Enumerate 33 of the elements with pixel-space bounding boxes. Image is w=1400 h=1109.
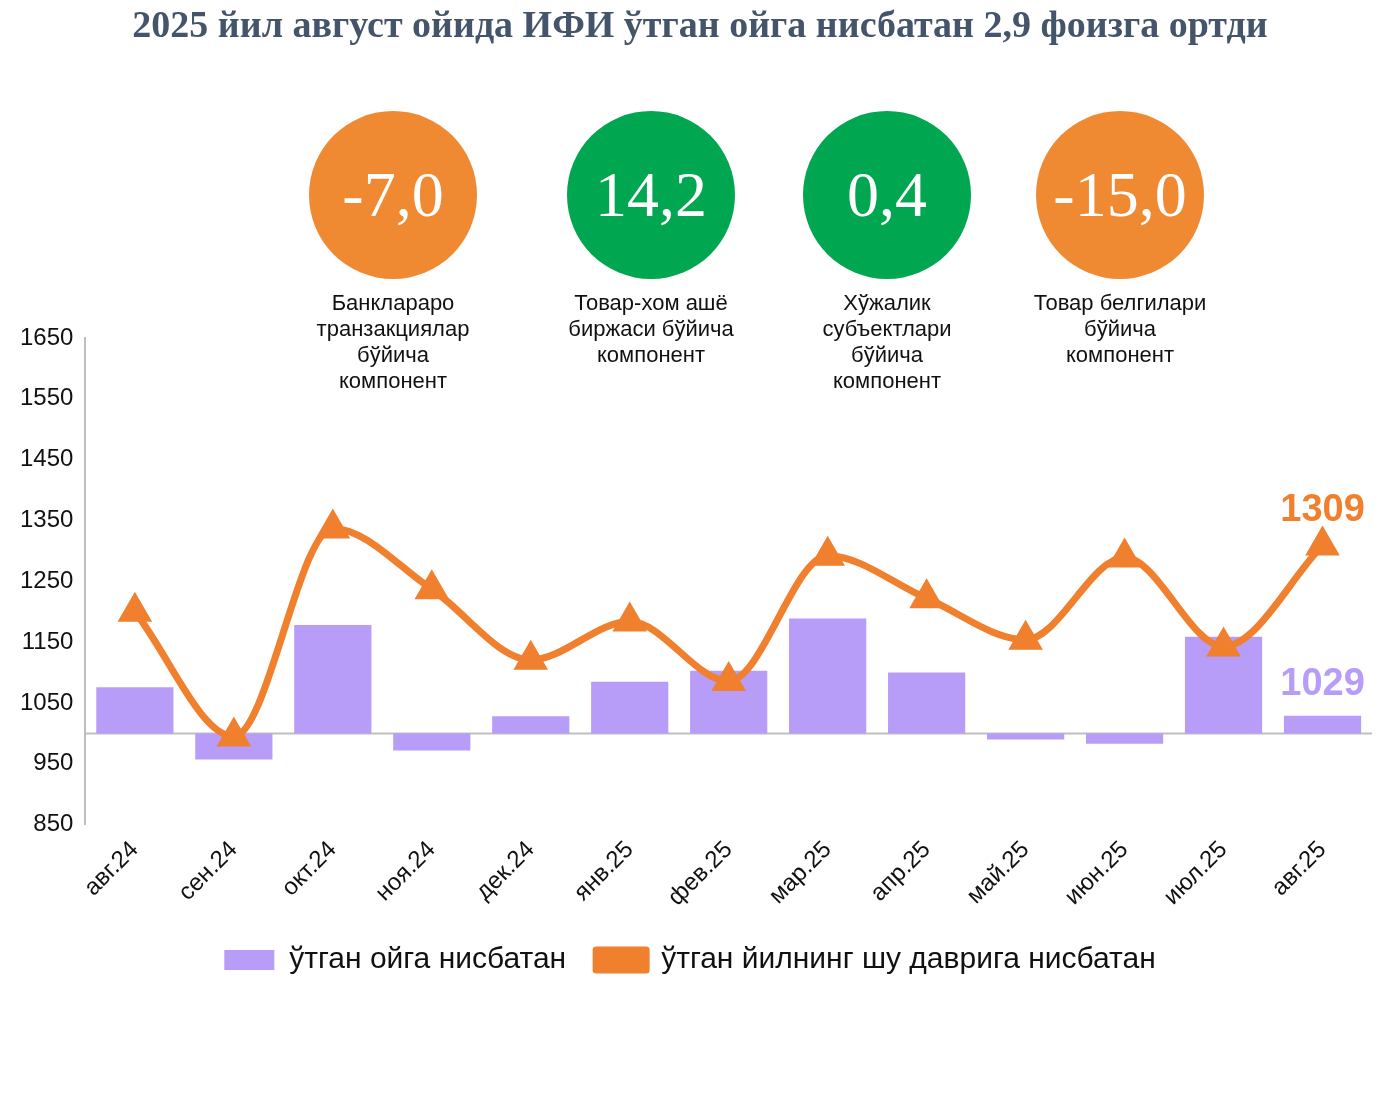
data-label: 1029 — [1280, 661, 1365, 704]
bar — [1184, 636, 1263, 734]
text: 14,2 — [595, 159, 707, 230]
y-tick-label: 1650 — [20, 322, 74, 350]
bar — [393, 733, 471, 751]
legend-label: ўтган ойга нисбатан — [289, 941, 567, 975]
category-label: Хўжалик субъектлари бўйича компонент — [821, 290, 953, 394]
bar — [1085, 733, 1164, 744]
y-tick-label: 1350 — [20, 505, 74, 533]
bar — [294, 625, 372, 734]
text: 0,4 — [847, 159, 927, 230]
category-label: Банклараро транзакциялар бўйича компонент — [315, 290, 471, 394]
text: -7,0 — [342, 159, 444, 230]
bar — [888, 672, 966, 734]
y-tick-label: 1550 — [20, 383, 74, 411]
y-tick-label: 850 — [33, 809, 74, 837]
bar — [492, 716, 570, 734]
bar — [96, 687, 174, 734]
bar — [591, 681, 669, 734]
y-tick-label: 1150 — [21, 626, 74, 654]
y-tick-label: 1250 — [20, 565, 74, 593]
category-label: Товар-хом ашё биржаси бўйича компонент — [567, 290, 735, 368]
data-label: 1309 — [1280, 486, 1365, 529]
text: 2025 йил август ойида ИФИ ўтган ойга нисбатан 2,9 фоизга ортди — [131, 2, 1269, 46]
y-tick-label: 950 — [33, 748, 74, 776]
bar — [1283, 715, 1362, 734]
legend-label: ўтган йилнинг шу даврига нисбатан — [661, 941, 1156, 975]
bar — [987, 733, 1065, 740]
y-tick-label: 1450 — [20, 444, 74, 472]
y-tick-label: 1050 — [20, 687, 74, 715]
category-label: Товар белгилари бўйича компонент — [1032, 290, 1208, 368]
bar — [789, 618, 867, 734]
text: -15,0 — [1053, 159, 1187, 230]
